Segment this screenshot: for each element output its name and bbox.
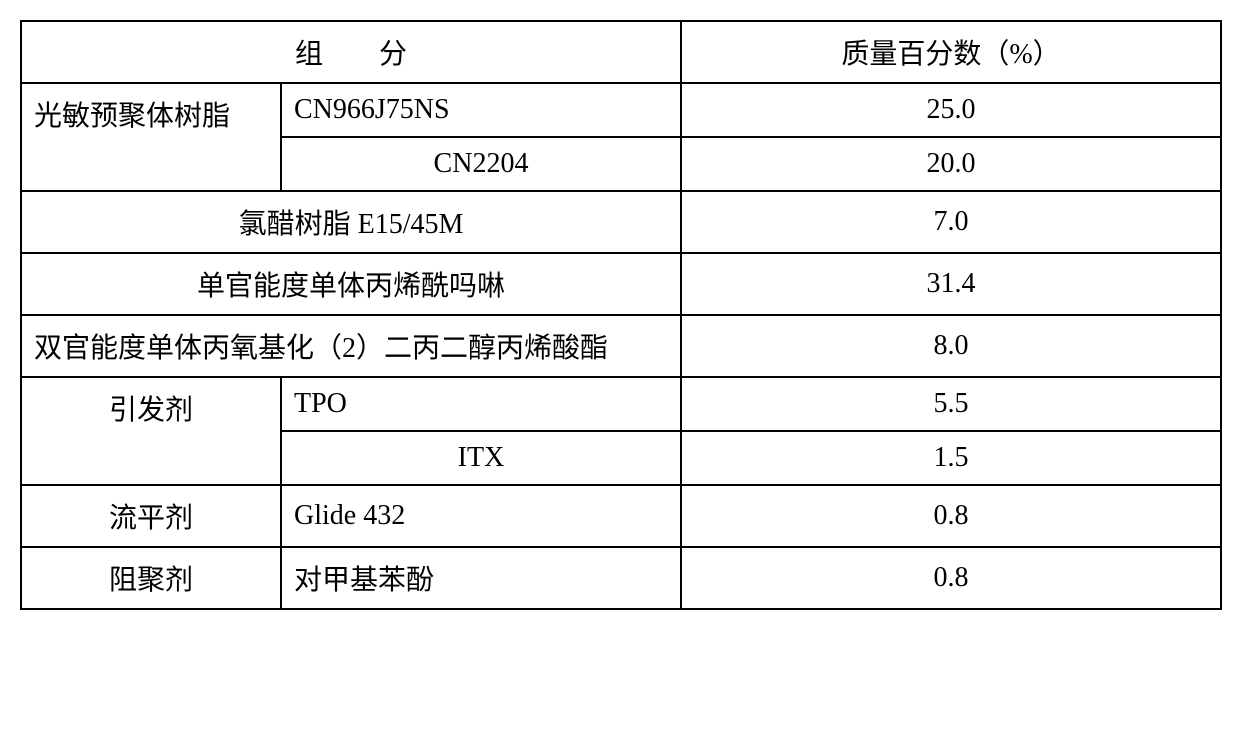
component-name: ITX xyxy=(281,431,681,485)
component-name: Glide 432 xyxy=(281,485,681,547)
group-label: 引发剂 xyxy=(21,377,281,485)
component-name: TPO xyxy=(281,377,681,431)
component-name: 氯醋树脂 E15/45M xyxy=(21,191,681,253)
group-label: 阻聚剂 xyxy=(21,547,281,609)
table-row: 引发剂 TPO 5.5 xyxy=(21,377,1221,431)
component-value: 5.5 xyxy=(681,377,1221,431)
component-value: 7.0 xyxy=(681,191,1221,253)
component-value: 8.0 xyxy=(681,315,1221,377)
component-name: 双官能度单体丙氧基化（2）二丙二醇丙烯酸酯 xyxy=(21,315,681,377)
component-name: CN2204 xyxy=(281,137,681,191)
component-name: 单官能度单体丙烯酰吗啉 xyxy=(21,253,681,315)
header-percent: 质量百分数（%） xyxy=(681,21,1221,83)
table-row: 流平剂 Glide 432 0.8 xyxy=(21,485,1221,547)
table-row: 双官能度单体丙氧基化（2）二丙二醇丙烯酸酯 8.0 xyxy=(21,315,1221,377)
component-value: 0.8 xyxy=(681,485,1221,547)
header-component: 组 分 xyxy=(21,21,681,83)
component-value: 25.0 xyxy=(681,83,1221,137)
table-header-row: 组 分 质量百分数（%） xyxy=(21,21,1221,83)
group-label: 流平剂 xyxy=(21,485,281,547)
group-label: 光敏预聚体树脂 xyxy=(21,83,281,191)
component-name: CN966J75NS xyxy=(281,83,681,137)
component-value: 0.8 xyxy=(681,547,1221,609)
component-value: 20.0 xyxy=(681,137,1221,191)
table-row: 光敏预聚体树脂 CN966J75NS 25.0 xyxy=(21,83,1221,137)
table-row: 氯醋树脂 E15/45M 7.0 xyxy=(21,191,1221,253)
component-value: 31.4 xyxy=(681,253,1221,315)
component-value: 1.5 xyxy=(681,431,1221,485)
table-row: 单官能度单体丙烯酰吗啉 31.4 xyxy=(21,253,1221,315)
composition-table: 组 分 质量百分数（%） 光敏预聚体树脂 CN966J75NS 25.0 CN2… xyxy=(20,20,1222,610)
table-row: 阻聚剂 对甲基苯酚 0.8 xyxy=(21,547,1221,609)
component-name: 对甲基苯酚 xyxy=(281,547,681,609)
